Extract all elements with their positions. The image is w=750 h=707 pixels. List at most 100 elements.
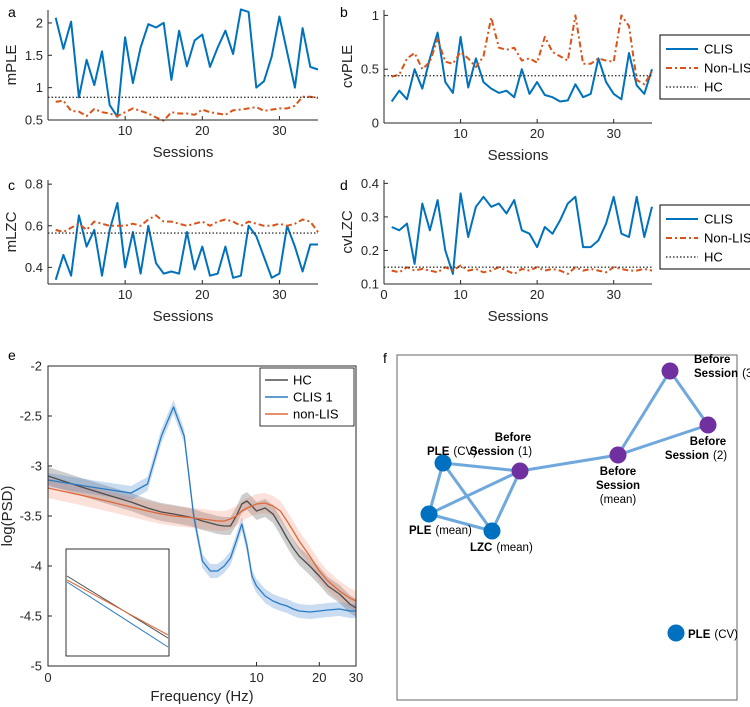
node-label-before-mean: Before Session (mean)	[596, 466, 640, 506]
series-line-clis	[390, 31, 653, 103]
legend-label: Non-LIS	[704, 231, 750, 246]
network-edge	[428, 469, 521, 516]
series-line-non-lis	[391, 14, 653, 86]
y-tick-label: -2.5	[20, 409, 42, 424]
x-axis-label: Sessions	[488, 308, 549, 325]
node-ple-cv-iso	[667, 624, 685, 642]
legend-label: HC	[293, 373, 312, 388]
panel-label-c: c	[8, 177, 15, 193]
panel-e-psd-chart: 0 10 20 30 -2 -2.5 -3 -3.5 -4 -4.5 -5 Frequency (Hz…	[0, 359, 363, 706]
y-tick-label: 0.4	[25, 260, 43, 275]
x-axis-label: Sessions	[153, 144, 214, 161]
panel-label-a: a	[8, 4, 16, 20]
series-line-non-lis	[55, 214, 319, 233]
y-tick-label: 1	[372, 8, 379, 23]
x-tick-label: 10	[249, 670, 263, 685]
node-label-bold: PLE	[427, 446, 450, 458]
y-tick-label: 0.4	[361, 176, 379, 191]
x-tick-label: 30	[606, 287, 620, 302]
node-label-bold: Session	[694, 368, 738, 380]
network-edge	[427, 462, 445, 515]
x-tick-label: 30	[272, 287, 286, 302]
network-edge	[519, 453, 619, 473]
panel-label-f: f	[383, 350, 387, 366]
x-axis-label: Sessions	[488, 147, 549, 164]
node-before-3	[661, 362, 679, 380]
series-line-clis	[54, 8, 319, 118]
y-tick-label: -3.5	[20, 509, 42, 524]
y-tick-label: 0.5	[25, 113, 43, 128]
node-label-normal: (mean)	[600, 494, 637, 506]
node-label-bold: Session	[596, 480, 640, 492]
panel-d-cvlzc-chart: 0 10 20 30 0.1 0.2 0.3 0.4 Sessions cvLZC CLIS Non-…	[339, 176, 750, 325]
x-tick-label: 30	[349, 670, 363, 685]
x-tick-label: 30	[606, 126, 620, 141]
x-tick-label: 20	[195, 123, 209, 138]
panel-label-b: b	[340, 4, 348, 20]
network-edge	[668, 370, 710, 426]
confidence-band-hc	[48, 467, 356, 617]
y-tick-label: -4.5	[20, 609, 42, 624]
node-before-mean	[609, 446, 627, 464]
node-label-bold: LZC	[470, 542, 492, 554]
y-axis-label: log(PSD)	[0, 486, 16, 547]
legend-label: CLIS	[704, 212, 733, 227]
legend-label: Non-LIS	[704, 61, 750, 76]
series-line-non-lis	[55, 95, 319, 122]
y-tick-label: 1.5	[25, 48, 43, 63]
series-line-clis	[391, 192, 653, 275]
node-label-normal: (CV)	[714, 629, 738, 641]
x-tick-label: 0	[44, 670, 51, 685]
network-edge	[442, 461, 521, 473]
panel-f-network: PLE (CV)PLE (mean)LZC (mean)Before Session (1…	[396, 354, 750, 701]
y-tick-label: -3	[30, 459, 42, 474]
confidence-band-non-lis	[48, 478, 356, 611]
panel-label-d: d	[340, 177, 348, 193]
node-label-before-2: Before Session (2)	[665, 436, 727, 462]
x-tick-label: 10	[453, 126, 467, 141]
node-label-normal: (mean)	[496, 542, 533, 554]
legend-label: CLIS 1	[293, 390, 333, 405]
panel-c-mlzc-chart: 10 20 30 0.4 0.6 0.8 Sessions mLZC	[3, 177, 319, 325]
node-label-normal: (1)	[518, 446, 532, 458]
legend-label: HC	[704, 250, 723, 265]
x-tick-label: 10	[453, 287, 467, 302]
panel-b-cvple-chart: 10 20 30 0 0.5 1 Sessions cvPLE CLIS Non-LIS HC	[339, 8, 750, 164]
node-label-normal: (2)	[713, 450, 727, 462]
inset-line-clis	[66, 581, 169, 648]
panel-label-e: e	[8, 347, 16, 363]
x-tick-label: 0	[380, 287, 387, 302]
node-label-normal: (3)	[742, 368, 750, 380]
y-tick-label: 2	[36, 15, 43, 30]
inset-box	[65, 548, 170, 657]
x-axis-label: Frequency (Hz)	[150, 688, 253, 705]
node-label-ple-mean: PLE (mean)	[409, 525, 472, 537]
node-label-bold: PLE	[409, 525, 432, 537]
network-edge	[490, 470, 522, 532]
node-label-ple-cv: PLE (CV)	[427, 446, 477, 458]
y-tick-label: 0	[372, 116, 379, 131]
network-edge	[616, 370, 672, 456]
y-tick-label: 0.8	[25, 177, 43, 192]
y-tick-label: -5	[30, 659, 42, 674]
panel-a-mple-chart: 10 20 30 0.5 1 1.5 2 Sessions mPLE	[3, 8, 319, 161]
x-tick-label: 10	[118, 123, 132, 138]
node-label-bold: Before	[694, 354, 730, 366]
y-tick-label: -2	[30, 359, 42, 374]
series-line-clis	[54, 201, 318, 281]
node-label-lzc-mean: LZC (mean)	[470, 542, 533, 554]
x-tick-label: 10	[118, 287, 132, 302]
node-label-bold: Session	[665, 450, 709, 462]
node-label-bold: Before	[690, 436, 726, 448]
node-label-ple-cv-iso: PLE (CV)	[688, 629, 738, 641]
x-tick-label: 20	[530, 287, 544, 302]
node-before-2	[699, 416, 717, 434]
node-label-before-3: Before Session (3)	[694, 354, 750, 380]
node-label-bold: Before	[495, 432, 531, 444]
y-tick-label: 0.1	[361, 277, 379, 292]
y-tick-label: 0.5	[361, 62, 379, 77]
node-lzc-mean	[483, 522, 501, 540]
legend-label: CLIS	[704, 42, 733, 57]
y-axis-label: cvLZC	[339, 210, 356, 254]
